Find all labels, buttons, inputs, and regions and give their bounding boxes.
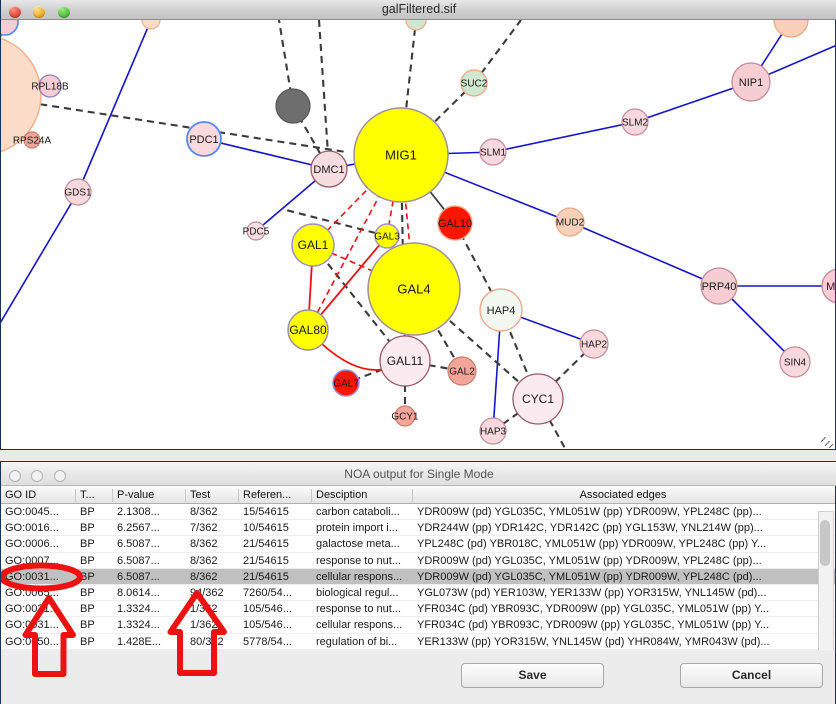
- svg-text:MSI1: MSI1: [826, 281, 835, 293]
- svg-text:SLM2: SLM2: [622, 118, 649, 129]
- svg-text:GAL10: GAL10: [438, 218, 472, 230]
- svg-text:PDC5: PDC5: [243, 227, 270, 238]
- svg-text:RPS24A: RPS24A: [13, 136, 52, 147]
- svg-text:GAL4: GAL4: [397, 282, 430, 297]
- svg-text:CYC1: CYC1: [522, 392, 554, 406]
- svg-text:HAP4: HAP4: [487, 305, 516, 317]
- svg-text:GAL80: GAL80: [289, 323, 327, 337]
- svg-text:HAP3: HAP3: [480, 427, 507, 438]
- svg-text:SIN4: SIN4: [784, 358, 807, 369]
- svg-text:GAL2: GAL2: [449, 367, 475, 378]
- svg-text:MUD2: MUD2: [556, 218, 585, 229]
- svg-text:RPL18B: RPL18B: [31, 82, 69, 93]
- svg-text:GCY1: GCY1: [391, 412, 419, 423]
- svg-text:HAP2: HAP2: [581, 340, 608, 351]
- svg-text:SUC2: SUC2: [461, 79, 488, 90]
- svg-text:GAL3: GAL3: [374, 232, 400, 243]
- svg-text:DMC1: DMC1: [313, 164, 344, 176]
- svg-text:NIP1: NIP1: [739, 77, 763, 89]
- svg-text:PRP40: PRP40: [702, 281, 737, 293]
- svg-text:GAL7: GAL7: [333, 379, 359, 390]
- svg-text:GDS1: GDS1: [64, 188, 92, 199]
- svg-text:MIG1: MIG1: [385, 148, 417, 163]
- svg-text:PDC1: PDC1: [189, 134, 218, 146]
- svg-text:GAL1: GAL1: [298, 238, 329, 252]
- svg-text:SLM1: SLM1: [480, 148, 507, 159]
- svg-text:GAL11: GAL11: [387, 354, 424, 368]
